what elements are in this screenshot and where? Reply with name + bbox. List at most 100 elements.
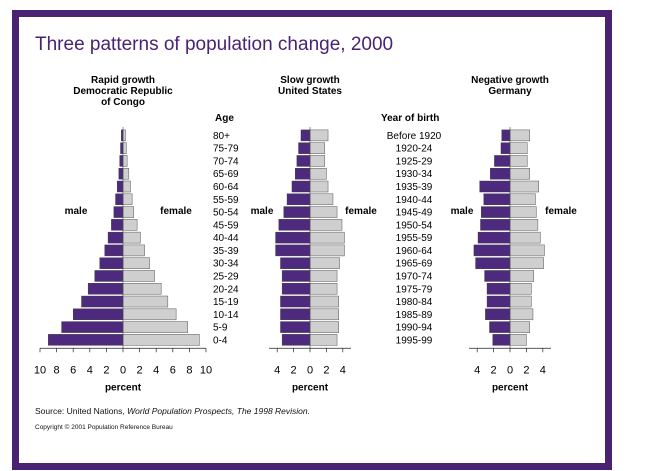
- male-bar: [479, 180, 511, 193]
- female-bar: [122, 334, 200, 346]
- age-group-label: 30-34: [213, 259, 239, 270]
- female-bar: [122, 244, 145, 257]
- male-bar: [480, 219, 511, 231]
- male-label: male: [451, 206, 474, 217]
- male-bar: [298, 142, 311, 154]
- age-group-label: 5-9: [213, 323, 228, 334]
- male-bar: [486, 295, 511, 308]
- female-bar: [122, 231, 141, 244]
- female-bar: [122, 295, 169, 308]
- male-bar: [291, 180, 311, 193]
- x-tick-label: 4: [474, 364, 480, 376]
- birth-year-label: 1935-39: [396, 182, 433, 193]
- x-tick-label: 0: [307, 364, 313, 376]
- pyramid-title-line: Slow growth: [280, 75, 339, 86]
- source-note: Source: United Nations, World Population…: [35, 406, 310, 416]
- female-bar: [509, 244, 545, 257]
- female-bar: [122, 193, 133, 206]
- x-tick-label: 4: [340, 364, 346, 376]
- age-group-label: 10-14: [213, 310, 239, 321]
- age-group-label: 40-44: [213, 233, 239, 244]
- male-bar: [87, 283, 124, 295]
- pyramid-title-line: of Congo: [101, 97, 145, 108]
- female-bar: [309, 142, 326, 154]
- female-bar: [309, 334, 338, 346]
- male-bar: [485, 308, 511, 321]
- male-bar: [473, 244, 511, 257]
- birth-year-label: 1985-89: [396, 310, 433, 321]
- male-bar: [501, 129, 511, 142]
- copyright: Copyright © 2001 Population Reference Bu…: [35, 424, 173, 431]
- female-bar: [509, 321, 530, 333]
- male-bar: [477, 231, 511, 244]
- female-bar: [509, 129, 530, 142]
- male-bar: [99, 257, 124, 269]
- page-title: Three patterns of population change, 200…: [35, 34, 394, 55]
- female-bar: [122, 283, 162, 295]
- male-bar: [483, 193, 511, 205]
- age-group-label: 65-69: [213, 169, 239, 180]
- x-tick-label: 2: [323, 364, 329, 376]
- female-bar: [309, 244, 345, 257]
- male-bar: [281, 334, 311, 346]
- birth-header: Year of birth: [381, 113, 439, 124]
- male-bar: [481, 206, 511, 218]
- age-group-label: 50-54: [213, 208, 239, 219]
- age-group-label: 70-74: [213, 156, 239, 167]
- male-bar: [500, 142, 511, 154]
- male-bar: [113, 206, 124, 218]
- x-tick-label: 2: [137, 364, 143, 376]
- birth-year-label: 1980-84: [396, 297, 433, 308]
- male-bar: [283, 206, 311, 218]
- male-bar: [280, 308, 311, 321]
- x-tick-label: 8: [186, 364, 192, 376]
- birth-year-label: 1975-79: [396, 284, 433, 295]
- birth-year-label: 1960-64: [396, 246, 433, 257]
- female-bar: [122, 155, 128, 167]
- age-group-label: 75-79: [213, 144, 239, 155]
- male-bar: [111, 219, 124, 231]
- female-bar: [509, 270, 535, 282]
- x-tick-label: 4: [153, 364, 159, 376]
- x-tick-label: 6: [70, 364, 76, 376]
- female-bar: [509, 142, 528, 154]
- female-bar: [122, 219, 138, 231]
- age-group-label: 60-64: [213, 182, 239, 193]
- female-bar: [122, 142, 127, 154]
- female-bar: [509, 155, 528, 167]
- female-bar: [122, 167, 130, 180]
- age-group-label: 55-59: [213, 195, 239, 206]
- x-tick-label: 6: [170, 364, 176, 376]
- male-bar: [61, 321, 124, 333]
- male-bar: [278, 219, 311, 231]
- female-bar: [122, 180, 131, 193]
- male-bar: [486, 283, 511, 295]
- male-bar: [296, 155, 311, 167]
- pyramid-title-line: United States: [278, 86, 342, 97]
- x-tick-label: 4: [87, 364, 93, 376]
- x-tick-label: 2: [523, 364, 529, 376]
- male-bar: [119, 155, 124, 167]
- female-bar: [509, 257, 544, 269]
- age-group-label: 0-4: [213, 335, 228, 346]
- female-bar: [309, 129, 329, 142]
- female-label: female: [345, 206, 377, 217]
- male-bar: [72, 308, 124, 321]
- male-bar: [104, 244, 124, 257]
- birth-year-label: 1950-54: [396, 220, 433, 231]
- male-bar: [81, 295, 124, 308]
- female-bar: [309, 206, 338, 218]
- female-bar: [309, 193, 334, 206]
- female-label: female: [545, 206, 577, 217]
- age-group-label: 80+: [213, 131, 230, 142]
- age-group-label: 25-29: [213, 271, 239, 282]
- male-bar: [116, 180, 124, 193]
- female-bar: [509, 295, 532, 308]
- male-bar: [280, 257, 311, 269]
- male-bar: [115, 193, 124, 205]
- birth-year-label: 1920-24: [396, 144, 433, 155]
- age-group-label: 20-24: [213, 284, 239, 295]
- x-tick-label: 10: [34, 364, 46, 376]
- male-label: male: [251, 206, 274, 217]
